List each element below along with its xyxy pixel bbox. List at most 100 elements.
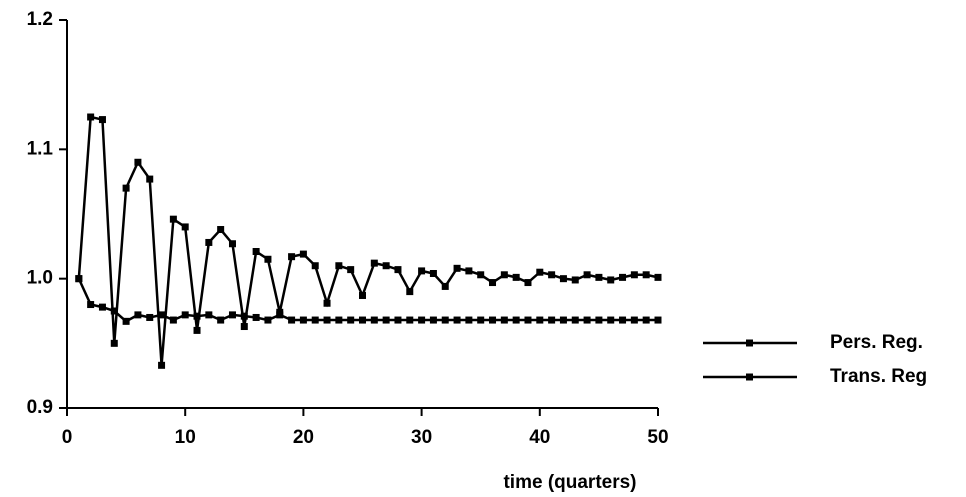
point bbox=[169, 215, 177, 223]
point bbox=[394, 316, 402, 324]
point bbox=[654, 273, 662, 281]
point bbox=[311, 316, 319, 324]
point bbox=[500, 271, 508, 279]
x-tick-label: 50 bbox=[647, 427, 668, 448]
point bbox=[205, 238, 213, 246]
point bbox=[240, 323, 248, 331]
x-tick-label: 10 bbox=[175, 427, 196, 448]
point bbox=[654, 316, 662, 324]
point bbox=[299, 316, 307, 324]
point bbox=[158, 361, 166, 369]
point bbox=[642, 271, 650, 279]
point bbox=[134, 311, 142, 319]
point bbox=[536, 268, 544, 276]
point bbox=[607, 316, 615, 324]
point bbox=[429, 316, 437, 324]
point bbox=[642, 316, 650, 324]
point bbox=[335, 262, 343, 270]
point bbox=[477, 271, 485, 279]
point bbox=[406, 288, 414, 296]
legend-label: Trans. Reg bbox=[830, 366, 927, 387]
point bbox=[418, 316, 426, 324]
point bbox=[347, 316, 355, 324]
point bbox=[299, 250, 307, 258]
point bbox=[619, 273, 627, 281]
point bbox=[489, 316, 497, 324]
point bbox=[571, 276, 579, 284]
point bbox=[394, 266, 402, 274]
point bbox=[489, 279, 497, 287]
point bbox=[252, 248, 260, 256]
point bbox=[335, 316, 343, 324]
point bbox=[264, 316, 272, 324]
point bbox=[583, 271, 591, 279]
point bbox=[583, 316, 591, 324]
point bbox=[75, 275, 83, 283]
point bbox=[110, 307, 118, 315]
point bbox=[359, 316, 366, 324]
legend-marker bbox=[746, 373, 753, 381]
point bbox=[146, 175, 154, 183]
point bbox=[370, 259, 378, 267]
y-tick-label: 1.0 bbox=[27, 268, 53, 289]
point bbox=[288, 253, 296, 261]
point bbox=[453, 316, 461, 324]
point bbox=[347, 266, 355, 274]
point bbox=[382, 316, 390, 324]
point bbox=[217, 316, 225, 324]
point bbox=[536, 316, 544, 324]
point bbox=[559, 275, 567, 283]
point bbox=[87, 113, 95, 121]
point bbox=[512, 316, 520, 324]
point bbox=[441, 316, 449, 324]
point bbox=[87, 301, 95, 309]
point bbox=[548, 271, 556, 279]
point bbox=[193, 312, 201, 320]
point bbox=[559, 316, 567, 324]
y-tick-label: 0.9 bbox=[27, 397, 53, 418]
x-tick-label: 20 bbox=[293, 427, 314, 448]
point bbox=[264, 255, 272, 263]
legend-label: Pers. Reg. bbox=[830, 332, 923, 353]
point bbox=[418, 267, 426, 275]
point bbox=[228, 240, 236, 248]
point bbox=[595, 273, 603, 281]
point bbox=[406, 316, 414, 324]
point bbox=[323, 299, 331, 307]
point bbox=[240, 312, 248, 320]
point bbox=[217, 226, 225, 234]
point bbox=[619, 316, 627, 324]
point bbox=[323, 316, 331, 324]
point bbox=[465, 316, 473, 324]
point bbox=[98, 116, 106, 124]
point bbox=[465, 267, 473, 275]
point bbox=[500, 316, 508, 324]
point bbox=[630, 271, 638, 279]
point bbox=[122, 184, 130, 192]
point bbox=[571, 316, 579, 324]
point bbox=[122, 317, 130, 325]
point bbox=[441, 282, 449, 290]
point bbox=[288, 316, 296, 324]
point bbox=[429, 269, 437, 277]
point bbox=[382, 262, 390, 270]
point bbox=[512, 273, 520, 281]
point bbox=[205, 311, 213, 319]
point bbox=[169, 316, 177, 324]
point bbox=[146, 313, 154, 321]
point bbox=[158, 311, 166, 319]
legend-marker bbox=[746, 339, 753, 347]
point bbox=[98, 303, 106, 311]
x-tick-label: 30 bbox=[411, 427, 432, 448]
y-tick-label: 1.2 bbox=[27, 9, 53, 30]
point bbox=[252, 313, 260, 321]
point bbox=[359, 291, 366, 299]
point bbox=[193, 326, 201, 334]
point bbox=[311, 262, 319, 270]
point bbox=[228, 311, 236, 319]
y-tick-label: 1.1 bbox=[27, 138, 54, 159]
point bbox=[595, 316, 603, 324]
series-line bbox=[77, 115, 659, 366]
point bbox=[524, 316, 532, 324]
